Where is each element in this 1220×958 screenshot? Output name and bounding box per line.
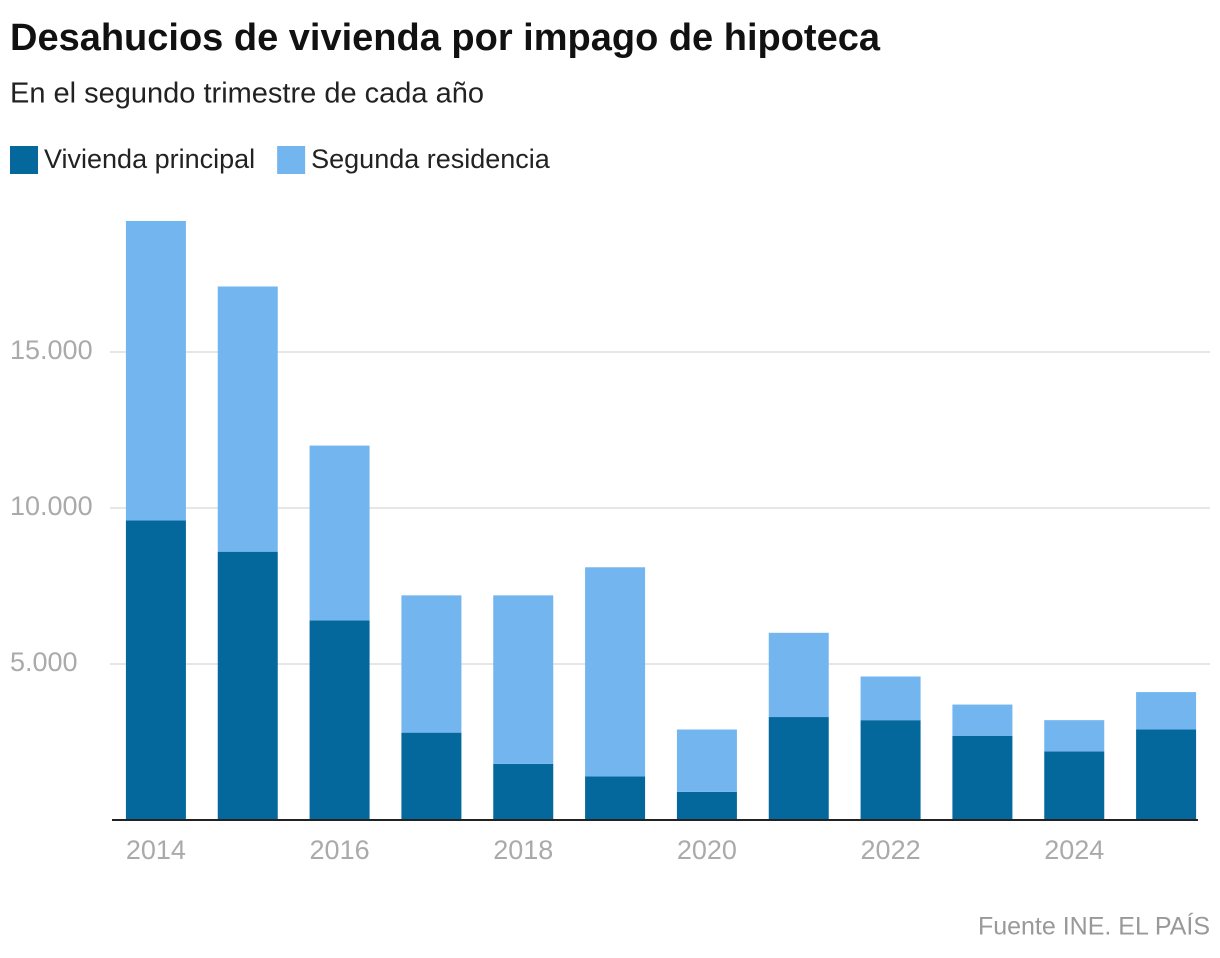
bar-segment [585, 776, 646, 820]
bar-segment [860, 720, 921, 820]
bar-segment [217, 286, 278, 552]
x-tick-label: 2016 [310, 835, 370, 865]
bar-segment [217, 551, 278, 820]
chart-title: Desahucios de vivienda por impago de hip… [10, 17, 881, 59]
legend-swatch [277, 146, 306, 174]
bar-segment [1136, 729, 1197, 820]
bar-segment [309, 620, 370, 820]
bar-segment [125, 220, 186, 521]
bar-segment [1136, 692, 1197, 730]
bar-segment [585, 567, 646, 777]
bar-segment [493, 763, 554, 820]
y-tick-label: 15.000 [10, 335, 93, 365]
source: Fuente INE. EL PAÍS [978, 912, 1210, 941]
legend-label: Segunda residencia [311, 144, 551, 174]
bar-segment [125, 520, 186, 820]
x-tick-label: 2022 [861, 835, 921, 865]
bar-segment [1044, 720, 1105, 752]
bar-segment [768, 717, 829, 820]
x-tick-label: 2014 [126, 835, 186, 865]
x-tick-label: 2018 [493, 835, 553, 865]
bar-segment [401, 732, 462, 820]
legend-swatch [10, 146, 38, 174]
bar-segment [493, 595, 554, 764]
bar-segment [952, 704, 1013, 736]
bar-segment [860, 676, 921, 721]
chart-subtitle: En el segundo trimestre de cada año [10, 78, 484, 110]
x-tick-label: 2024 [1044, 835, 1104, 865]
bar-segment [768, 632, 829, 718]
bar-segment [401, 595, 462, 733]
y-tick-label: 10.000 [10, 491, 93, 521]
y-tick-label: 5.000 [10, 647, 78, 677]
x-tick-label: 2020 [677, 835, 737, 865]
legend-label: Vivienda principal [44, 144, 255, 174]
bar-segment [676, 729, 737, 792]
bar-segment [309, 445, 370, 621]
bar-segment [1044, 751, 1105, 820]
bar-segment [676, 791, 737, 820]
bar-segment [952, 735, 1013, 820]
